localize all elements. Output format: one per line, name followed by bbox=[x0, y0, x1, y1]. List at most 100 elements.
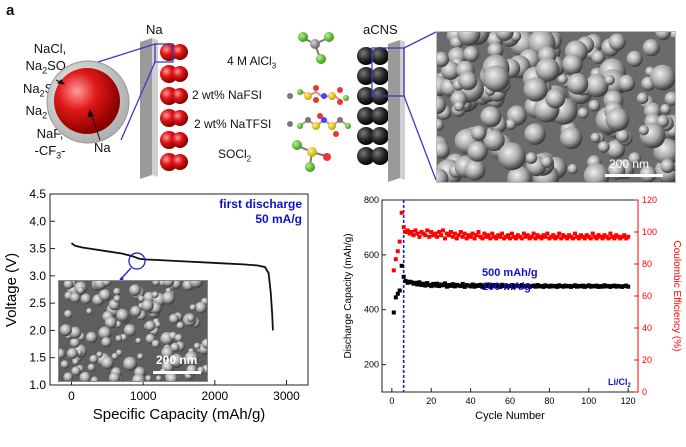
sem-particle bbox=[102, 281, 112, 287]
sem-particle bbox=[176, 321, 185, 330]
chart2-frame bbox=[381, 199, 639, 393]
sem-particle bbox=[123, 356, 138, 371]
sem-particle bbox=[467, 141, 488, 162]
sem-particle bbox=[480, 106, 502, 128]
capacity-point bbox=[553, 283, 558, 288]
capacity-point bbox=[395, 291, 400, 296]
sem-particle bbox=[605, 107, 630, 132]
sem-particle bbox=[498, 142, 526, 171]
ce-point bbox=[413, 228, 418, 233]
inset-sem-image: 200 nm bbox=[58, 280, 208, 382]
ce-point bbox=[448, 230, 453, 234]
sem-particle bbox=[85, 331, 98, 344]
capacity-point bbox=[551, 284, 556, 289]
sem-particle bbox=[628, 152, 641, 165]
electrolyte-socl2: SOCl2 bbox=[218, 147, 252, 164]
ce-point bbox=[417, 234, 422, 239]
sem-particle bbox=[524, 123, 546, 145]
sem-particle bbox=[60, 360, 69, 369]
ce-point bbox=[411, 233, 416, 238]
ce-point bbox=[508, 236, 512, 241]
sem-particle bbox=[464, 159, 486, 181]
ce-point bbox=[456, 233, 461, 238]
inset-scale-bar bbox=[153, 371, 201, 374]
sem-particle bbox=[604, 74, 615, 86]
capacity-point bbox=[458, 284, 463, 289]
sem-particle bbox=[483, 129, 505, 152]
socl2-molecule-icon bbox=[292, 140, 331, 172]
na-electrode-icon bbox=[97, 38, 188, 179]
sem-particle bbox=[89, 354, 99, 364]
x-tick-label: 80 bbox=[544, 396, 554, 406]
ce-point bbox=[450, 234, 455, 239]
ce-point bbox=[439, 233, 444, 238]
sem-particle bbox=[152, 281, 161, 286]
ce-point bbox=[500, 231, 505, 236]
electrolyte-nafsi: 2 wt% NaFSI bbox=[192, 88, 263, 102]
sem-particle bbox=[90, 376, 99, 381]
sem-particle bbox=[99, 289, 111, 302]
sem-particle bbox=[71, 366, 81, 376]
sem-particle bbox=[138, 295, 145, 303]
y-tick-label: 600 bbox=[364, 250, 379, 260]
ce-point bbox=[393, 257, 398, 262]
sem-particle bbox=[457, 32, 481, 46]
ce-point bbox=[533, 236, 538, 241]
ce-point bbox=[482, 231, 487, 236]
annotation-rate: 50 mA/g bbox=[255, 212, 302, 226]
sem-particle bbox=[656, 115, 670, 128]
sem-particle bbox=[161, 346, 174, 360]
cycling-chart: 0 20 40 60 80 100 120 200 400 600 800 0 20 40 60 80 100 1… bbox=[343, 195, 682, 422]
ce-point bbox=[529, 234, 534, 239]
capacity-point bbox=[596, 284, 601, 289]
ce-point bbox=[531, 231, 536, 236]
sem-particle bbox=[664, 91, 675, 106]
alcl3-molecule-icon bbox=[298, 32, 334, 64]
sem-spheres bbox=[437, 32, 675, 182]
sem-particle bbox=[487, 42, 504, 59]
sem-particle bbox=[66, 348, 78, 359]
sem-particle bbox=[63, 372, 74, 381]
ce-point bbox=[472, 236, 477, 241]
na-electrode-label: Na bbox=[146, 22, 163, 37]
sem-particle bbox=[170, 342, 180, 352]
ce-point bbox=[545, 231, 550, 236]
capacity-point bbox=[584, 284, 589, 289]
y-tick-label: 1.5 bbox=[29, 351, 46, 365]
capacity-point bbox=[454, 282, 459, 287]
sem-particle bbox=[87, 363, 96, 372]
sem-particle bbox=[437, 96, 447, 115]
sem-particle bbox=[618, 74, 636, 92]
capacity-point bbox=[435, 281, 440, 286]
y2-tick-label: 40 bbox=[642, 323, 652, 333]
x-tick-label: 0 bbox=[389, 396, 394, 406]
sem-particle bbox=[660, 158, 675, 174]
sem-particle bbox=[639, 165, 657, 182]
sem-scale-label: 200 nm bbox=[609, 157, 650, 171]
ce-point bbox=[486, 233, 491, 238]
capacity-point bbox=[531, 283, 536, 288]
sem-particle bbox=[69, 337, 81, 348]
sem-particle bbox=[137, 353, 144, 360]
sem-particle bbox=[189, 281, 203, 289]
sem-particle bbox=[195, 301, 207, 314]
capacity-point bbox=[443, 281, 447, 286]
sem-particle bbox=[562, 54, 583, 75]
capacity-point bbox=[582, 284, 587, 289]
capacity-point bbox=[626, 284, 631, 289]
sem-particle bbox=[660, 103, 671, 115]
salt-cf3: -CF3- bbox=[34, 142, 66, 161]
sem-particle bbox=[437, 141, 450, 159]
ce-point bbox=[565, 236, 570, 241]
sem-particle bbox=[76, 349, 83, 356]
ce-point bbox=[539, 236, 544, 241]
sem-particle bbox=[69, 326, 82, 339]
y-tick-label: 400 bbox=[364, 305, 379, 315]
salt-nacl: NaCl, bbox=[33, 41, 67, 56]
annotation-current: 100 mA/g bbox=[482, 281, 531, 293]
capacity-point bbox=[393, 295, 398, 300]
sem-particle bbox=[108, 372, 121, 381]
ce-point bbox=[488, 236, 493, 241]
ce-point bbox=[476, 230, 481, 234]
ce-point bbox=[474, 233, 479, 238]
